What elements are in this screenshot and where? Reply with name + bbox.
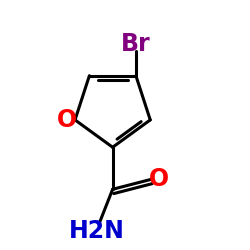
Text: H2N: H2N xyxy=(69,219,124,243)
Text: Br: Br xyxy=(121,32,151,56)
Text: O: O xyxy=(57,108,77,132)
Text: O: O xyxy=(149,168,169,192)
